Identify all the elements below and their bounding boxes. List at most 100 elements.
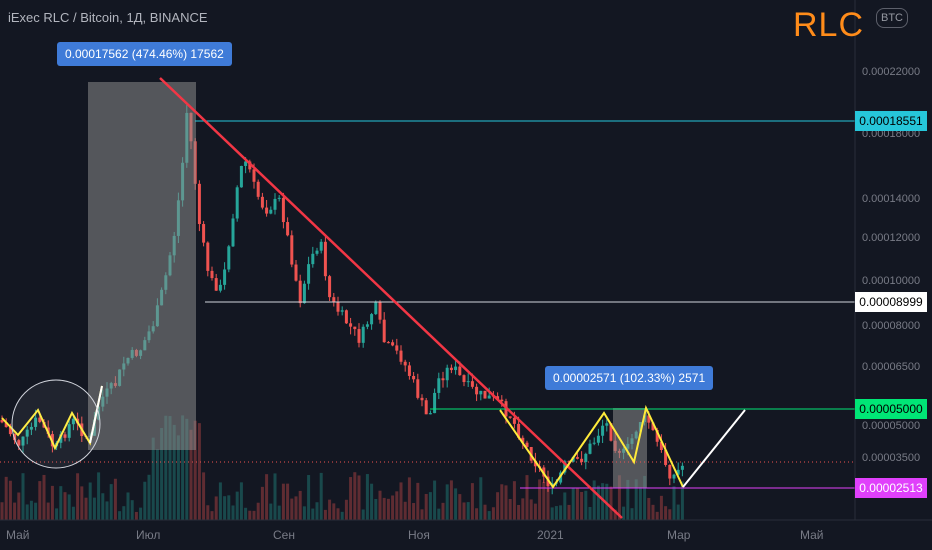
projection-arrow[interactable] [682,409,746,488]
volume-bar [281,483,285,520]
volume-bar [160,427,164,520]
candle [286,222,290,236]
volume-bar [424,493,428,520]
volume-bar [626,479,630,520]
volume-bar [113,478,117,520]
volume-bar [302,506,306,520]
volume-bar [143,481,147,520]
volume-bar [307,475,311,520]
volume-bar [643,475,647,520]
volume-bar [92,497,96,520]
volume-bar [46,502,50,520]
volume-bar [80,486,84,520]
candle [647,415,651,423]
w-pattern-left-projection[interactable] [89,385,103,444]
candle [487,395,491,399]
w-pattern-right[interactable] [499,404,684,489]
volume-bar [17,492,21,520]
volume-bar [596,485,600,520]
candle [252,169,256,182]
volume-bar [176,435,180,520]
candle [449,367,453,371]
candle [378,302,382,320]
candle [370,314,374,325]
measure-range-box-1[interactable] [88,82,196,450]
volume-bar [475,508,479,520]
candle [592,442,596,444]
symbol-title: iExec RLC / Bitcoin, 1Д, BINANCE [8,10,208,25]
volume-bars [0,415,684,520]
candle [458,366,462,376]
candle [269,209,273,214]
volume-bar [500,484,504,520]
candle [433,392,437,414]
candle [483,390,487,399]
volume-bar [34,502,38,520]
candle [500,399,504,402]
volume-bar [218,482,222,520]
candle [256,181,260,197]
candle [407,365,411,376]
volume-bar [76,473,80,520]
candle [424,400,428,415]
volume-bar [71,506,75,520]
volume-bar [336,508,340,520]
volume-bar [449,480,453,520]
candle [239,165,243,188]
volume-bar [332,503,336,520]
volume-bar [517,504,521,520]
price-tag-white: 0.00008999 [855,292,927,312]
candle [328,276,332,298]
x-tick: Мар [667,528,691,542]
volume-bar [676,504,680,520]
volume-bar [315,502,319,520]
pattern-highlight-circle[interactable] [11,379,101,469]
candle [332,297,336,302]
candle [454,366,458,371]
volume-bar [655,511,659,520]
volume-bar [542,481,546,520]
candle [206,242,210,271]
candle [281,197,285,223]
volume-bar [151,437,155,520]
volume-bar [8,480,12,520]
candle [21,436,25,446]
volume-bar [391,495,395,520]
volume-bar [407,477,411,520]
volume-bar [235,491,239,520]
candle [302,283,306,304]
candle [202,224,206,243]
volume-bar [227,495,231,520]
downtrend-line[interactable] [159,77,623,519]
candle [416,379,420,398]
volume-bar [382,497,386,520]
volume-bar [344,499,348,520]
volume-bar [193,420,197,520]
candle [462,375,466,383]
volume-bar [437,508,441,520]
currency-badge[interactable]: BTC [876,8,908,28]
volume-bar [386,498,390,520]
volume-bar [244,507,248,520]
volume-bar [454,488,458,520]
volume-bar [55,508,59,520]
price-tag-magenta: 0.00002513 [855,478,927,498]
volume-bar [563,492,567,520]
y-tick: 0.00018000 [862,128,921,140]
candle [580,458,584,462]
candle [517,423,521,438]
candle [445,367,449,381]
measure-range-box-2[interactable] [613,408,647,488]
volume-bar [101,493,105,520]
candle [260,196,264,208]
candle [340,310,344,312]
candle [29,426,33,430]
volume-bar [491,507,495,520]
volume-bar [496,492,500,520]
candle [533,460,537,467]
volume-bar [139,507,143,520]
x-tick: Май [800,528,824,542]
volume-bar [29,500,33,520]
candle [8,427,12,435]
